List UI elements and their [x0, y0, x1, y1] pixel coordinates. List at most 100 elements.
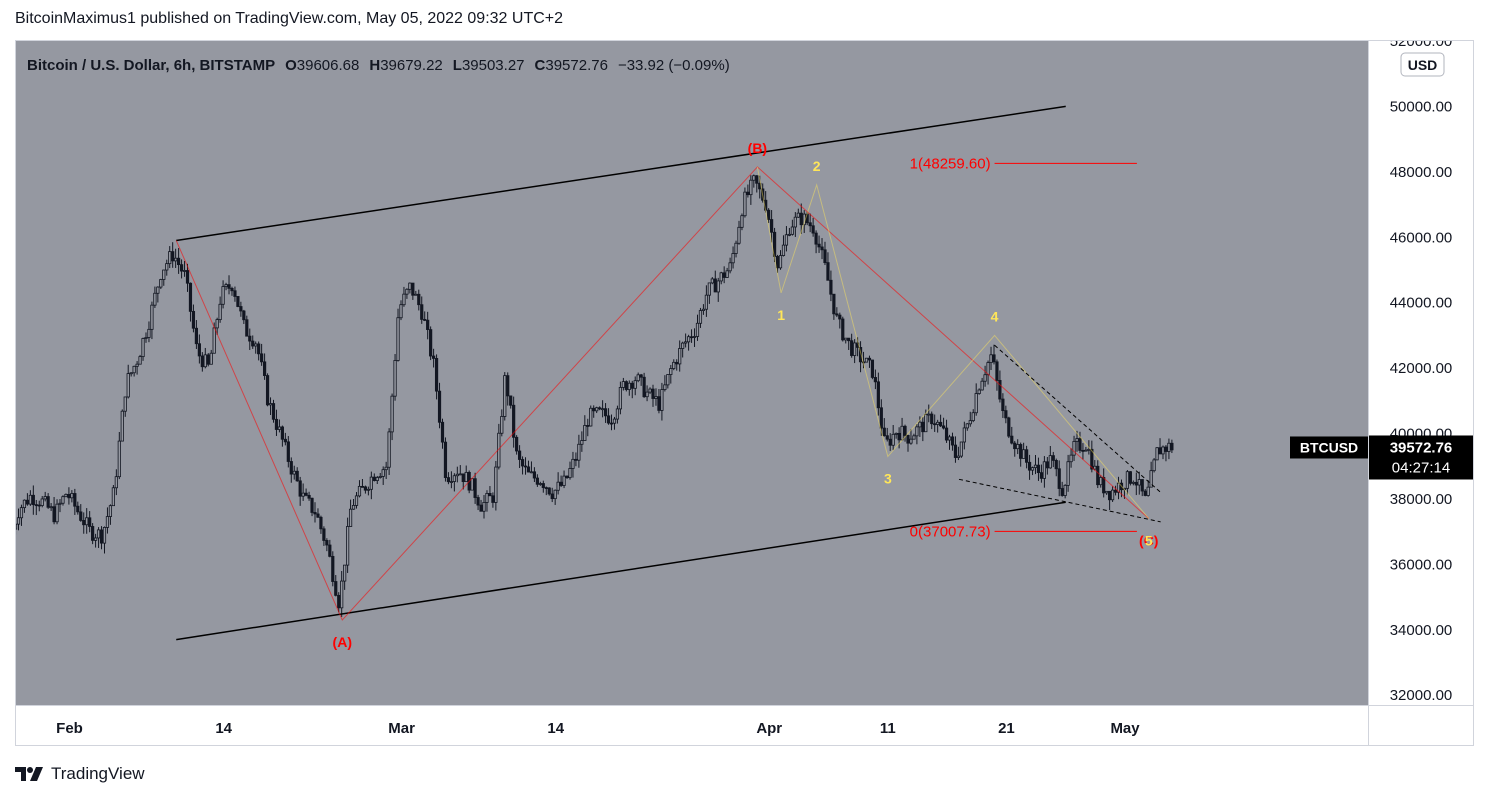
- price-tick-label: 48000.00: [1390, 164, 1453, 181]
- candle: [980, 377, 984, 391]
- candle: [1137, 471, 1141, 495]
- candle: [488, 486, 492, 497]
- candle: [177, 248, 181, 274]
- price-axis[interactable]: [1369, 41, 1473, 705]
- price-tick-label: 42000.00: [1390, 360, 1453, 377]
- price-tick-label: 44000.00: [1390, 295, 1453, 312]
- candle-body: [138, 356, 142, 365]
- currency-badge[interactable]: USD: [1400, 52, 1445, 77]
- candle: [1143, 489, 1147, 497]
- candle: [262, 353, 267, 380]
- candle-body: [520, 459, 525, 467]
- candle-body: [615, 408, 620, 420]
- candle-body: [494, 466, 498, 503]
- candle-body: [666, 374, 670, 386]
- candle: [977, 388, 981, 395]
- candle-body: [455, 473, 459, 477]
- candle-body: [621, 381, 625, 388]
- candle: [503, 372, 507, 421]
- candle-body: [864, 357, 869, 363]
- candle: [624, 380, 628, 392]
- candle: [968, 411, 972, 427]
- candles-layer: [16, 174, 1174, 617]
- candle-body: [1146, 486, 1150, 496]
- candle: [1063, 484, 1067, 499]
- candle: [675, 359, 679, 371]
- candle-body: [479, 504, 483, 512]
- candle: [126, 364, 130, 399]
- candle: [681, 341, 685, 358]
- candle: [70, 490, 74, 503]
- candle: [983, 365, 987, 387]
- candle: [432, 348, 436, 368]
- candle: [239, 301, 243, 317]
- candle-body: [470, 478, 474, 491]
- candle: [930, 411, 934, 430]
- candle-body: [956, 455, 961, 458]
- candle-body: [322, 528, 326, 541]
- candle-body: [348, 508, 353, 527]
- time-axis[interactable]: [16, 706, 1473, 745]
- plot-area[interactable]: [16, 41, 1368, 705]
- candle-body: [22, 499, 27, 509]
- candle: [944, 419, 949, 443]
- candle-body: [577, 443, 581, 461]
- candle: [307, 491, 311, 501]
- tradingview-footer[interactable]: TradingView: [15, 764, 145, 784]
- candle-body: [141, 338, 145, 358]
- candle: [728, 257, 732, 274]
- candle-body: [832, 293, 836, 315]
- candle: [227, 275, 231, 295]
- candle-body: [443, 441, 448, 478]
- candle-body: [1069, 454, 1073, 463]
- wave-abc-path: [175, 166, 1150, 621]
- candle: [719, 271, 723, 285]
- price-badge-ticker: BTCUSD: [1300, 439, 1358, 455]
- candle: [992, 344, 996, 365]
- candle: [601, 400, 605, 418]
- candle-body: [105, 516, 110, 528]
- candle-body: [583, 425, 587, 441]
- candle: [648, 387, 652, 395]
- chart-frame: 1(48259.60) 0(37007.73) (A) (B) (C) 1 2 3 4 5 320…: [15, 40, 1474, 746]
- candle: [1013, 440, 1017, 457]
- candle-body: [351, 505, 356, 510]
- candle-body: [82, 520, 86, 526]
- candle: [778, 250, 783, 270]
- candle-body: [446, 477, 451, 483]
- candle: [325, 538, 329, 552]
- candle-body: [808, 222, 812, 227]
- legend-symbol: Bitcoin / U.S. Dollar, 6h, BITSTAMP: [27, 57, 275, 74]
- candle-body: [360, 485, 365, 488]
- candle-body: [612, 418, 617, 424]
- legend-high-value: 39679.22: [380, 57, 443, 74]
- candle-body: [853, 342, 857, 356]
- btcusd-chart[interactable]: 1(48259.60) 0(37007.73) (A) (B) (C) 1 2 3 4 5 320…: [16, 41, 1473, 745]
- legend-close-label: C: [535, 57, 546, 74]
- candle-body: [168, 251, 172, 265]
- wave-impulse-label: 5: [1145, 533, 1153, 549]
- candle: [678, 340, 682, 372]
- candle-body: [268, 403, 273, 406]
- candle: [316, 508, 320, 518]
- candle: [962, 421, 966, 450]
- candle-body: [758, 182, 762, 190]
- candle: [384, 461, 388, 479]
- candle-body: [426, 319, 430, 330]
- candle-body: [1155, 447, 1159, 461]
- candle: [731, 246, 735, 269]
- candle: [476, 494, 480, 511]
- candle: [1096, 460, 1100, 489]
- candle-body: [1007, 417, 1011, 437]
- candle: [191, 304, 196, 333]
- candle: [289, 457, 293, 483]
- candle: [108, 504, 113, 525]
- candle: [737, 220, 741, 245]
- candle: [144, 332, 148, 343]
- candle-body: [387, 431, 391, 468]
- candle: [218, 296, 222, 323]
- candle-body: [790, 226, 794, 235]
- candle: [390, 393, 394, 441]
- candle-body: [286, 441, 290, 462]
- candle-body: [618, 387, 622, 410]
